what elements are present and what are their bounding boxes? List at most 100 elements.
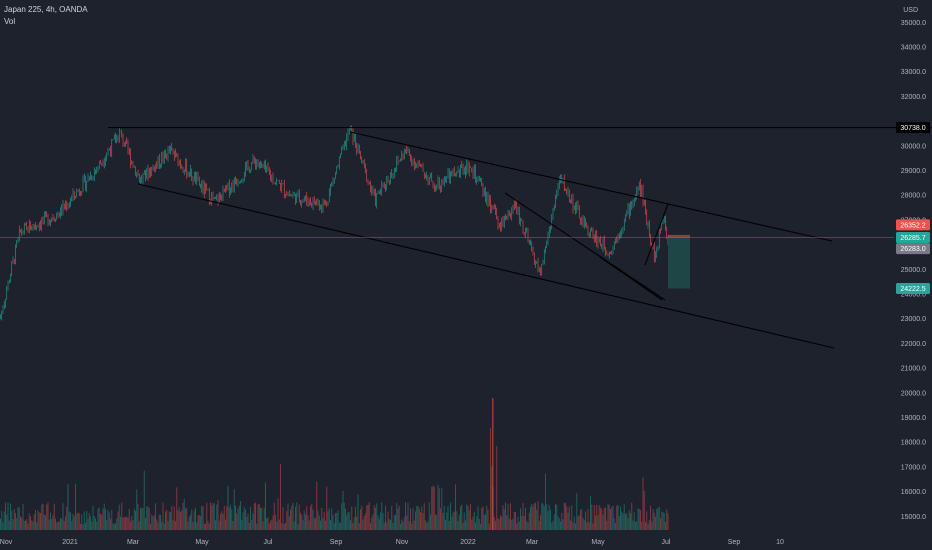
volume-indicator-label[interactable]: Vol [4, 17, 16, 26]
volume-bar [98, 507, 100, 530]
volume-bar [163, 523, 165, 530]
volume-bar [82, 523, 84, 530]
volume-bar [193, 510, 195, 530]
volume-bar [625, 513, 626, 530]
volume-bar [11, 510, 13, 530]
volume-bar [412, 508, 414, 530]
volume-bar [181, 510, 183, 530]
wedge-lower-trendline[interactable] [504, 192, 666, 301]
volume-bar [88, 513, 90, 530]
volume-bar [3, 511, 5, 530]
symbol-title[interactable]: Japan 225, 4h, OANDA [4, 5, 88, 14]
volume-bar [47, 502, 49, 530]
volume-bar [312, 509, 314, 530]
volume-bar [523, 515, 525, 530]
volume-bar [218, 520, 220, 530]
volume-bar [122, 517, 124, 530]
volume-bar [41, 504, 43, 530]
volume-bar [2, 522, 4, 530]
volume-bar [217, 500, 219, 530]
volume-bar [187, 521, 189, 530]
volume-bar [463, 512, 465, 530]
volume-bar [436, 515, 438, 530]
channel-lower-trendline[interactable] [137, 183, 835, 349]
volume-bar [506, 515, 508, 530]
wedge-upper-trendline[interactable] [644, 203, 669, 266]
volume-bar [361, 505, 363, 530]
volume-bar [653, 512, 655, 530]
volume-bar [17, 507, 19, 530]
volume-bar [252, 513, 254, 530]
volume-bar [386, 522, 388, 530]
wedge-support-line[interactable] [599, 256, 663, 301]
volume-bar [96, 521, 98, 530]
volume-bar [220, 513, 221, 530]
volume-bar [353, 517, 355, 530]
volume-bar [121, 502, 123, 530]
volume-bar [105, 508, 106, 530]
volume-bar [565, 503, 566, 530]
volume-bar [362, 519, 364, 530]
volume-bar [626, 512, 628, 530]
volume-bar [641, 521, 643, 530]
volume-bar [146, 506, 148, 530]
volume-bar [118, 504, 120, 530]
x-tick-label: Nov [396, 539, 409, 546]
volume-bar [596, 504, 598, 530]
volume-bar [113, 523, 115, 530]
volume-bar [337, 510, 339, 530]
y-tick-label: 19000.0 [901, 415, 926, 422]
volume-bar [177, 510, 179, 530]
volume-bar [320, 520, 321, 530]
volume-bar [160, 514, 161, 530]
volume-bar [152, 516, 154, 530]
volume-bar [502, 505, 504, 530]
volume-bar [573, 516, 575, 530]
volume-bar [553, 514, 555, 530]
x-tick-label: May [195, 539, 209, 546]
volume-bar [180, 512, 181, 530]
y-tick-label: 21000.0 [901, 366, 926, 373]
volume-bar [555, 504, 556, 530]
volume-bar [40, 513, 41, 530]
volume-bar [213, 503, 215, 530]
volume-bar [305, 514, 306, 530]
volume-bar [635, 522, 636, 530]
volume-bar [288, 516, 290, 530]
volume-bar [32, 521, 34, 530]
volume-bar [602, 514, 604, 530]
volume-bar [622, 513, 624, 530]
volume-bar [460, 506, 461, 530]
volume-bar [206, 502, 208, 530]
volume-bar [192, 522, 194, 530]
volume-bar [328, 508, 330, 530]
volume-bar [247, 513, 249, 530]
volume-bar [587, 509, 589, 530]
volume-bar [298, 504, 300, 530]
volume-bar [203, 523, 205, 530]
volume-bar [245, 509, 246, 530]
volume-bar [22, 503, 24, 530]
volume-bar [468, 510, 470, 530]
volume-bar [396, 503, 398, 530]
volume-bar [615, 523, 616, 530]
volume-bar [286, 511, 288, 530]
volume-bar [471, 519, 473, 530]
volume-bar [60, 517, 61, 530]
volume-bar [558, 518, 560, 530]
volume-bar [385, 505, 386, 530]
volume-bar [143, 470, 145, 530]
volume-bar [285, 522, 286, 530]
volume-bar [61, 518, 63, 530]
volume-bar [350, 520, 351, 530]
price-tag-entry: 26283.0 [896, 243, 930, 255]
volume-bar [200, 516, 201, 530]
volume-bar [318, 515, 320, 530]
channel-upper-trendline[interactable] [349, 131, 833, 242]
volume-bar [612, 506, 614, 530]
volume-bar [501, 516, 503, 530]
volume-bar [307, 515, 309, 530]
volume-bar [202, 506, 204, 530]
volume-bar [10, 503, 11, 530]
